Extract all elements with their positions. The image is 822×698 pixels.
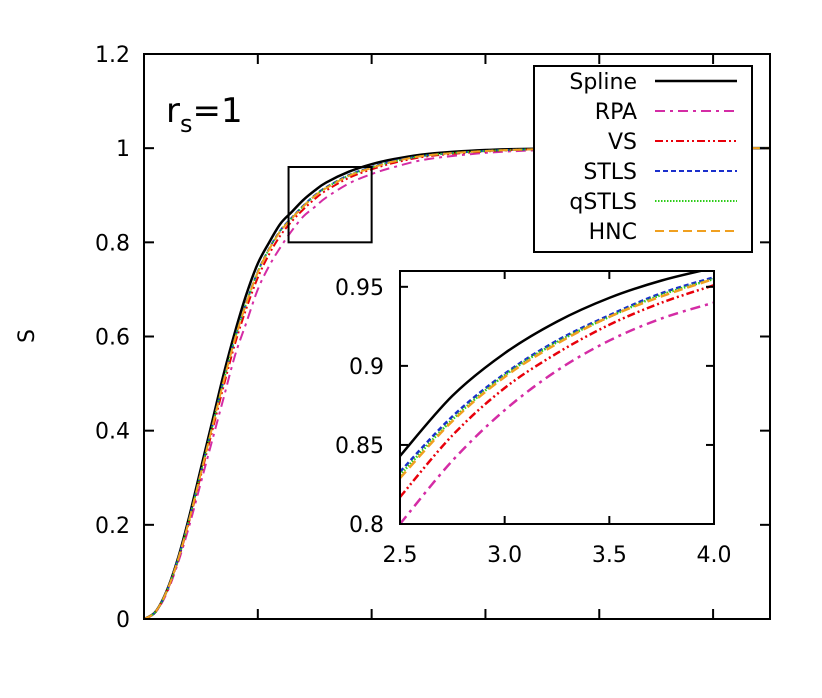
main-axis-ticks: 0 0.2 0.4 0.6 0.8 1 1.2 (95, 43, 770, 633)
main-series-rpa (143, 147, 770, 620)
main-series-group (143, 146, 770, 621)
inset-series-vs (400, 284, 714, 498)
y-tick-label: 1.2 (95, 43, 130, 68)
y-tick-label: 0.6 (95, 326, 130, 351)
inset-series-group (400, 271, 714, 524)
inset-series-hnc (400, 277, 714, 479)
inset-series-rpa (400, 301, 714, 524)
inset-frame (399, 270, 715, 525)
y-axis-label: S (15, 329, 40, 343)
y-tick-label: 0.4 (95, 420, 130, 445)
main-plot: 0 0.2 0.4 0.6 0.8 1 1.2 (95, 43, 771, 633)
legend-label-rpa: RPA (595, 100, 637, 125)
rs-annotation-sub: s (180, 110, 193, 138)
main-series-hnc (143, 147, 770, 620)
inset-series-stls (400, 276, 714, 473)
legend: Spline RPA VS STLS qSTLS HNC (533, 65, 753, 253)
inset-y-tick-label: 0.95 (335, 276, 384, 301)
inset-x-tick-label: 4.0 (697, 543, 732, 568)
legend-label-hnc: HNC (589, 220, 637, 245)
rs-annotation-base: r (166, 91, 180, 131)
legend-label-qstls: qSTLS (569, 190, 637, 215)
zoom-box (287, 166, 373, 244)
inset-x-tick-label: 3.0 (487, 543, 522, 568)
inset-background (400, 271, 714, 524)
inset-x-tick-label: 3.5 (592, 543, 627, 568)
legend-box (533, 65, 753, 253)
inset-series-spline (400, 271, 706, 457)
inset-y-tick-label: 0.9 (349, 355, 384, 380)
legend-items: Spline RPA VS STLS qSTLS HNC (569, 70, 737, 245)
rs-annotation-rest: =1 (193, 91, 243, 131)
inset-x-tick-label: 2.5 (383, 543, 418, 568)
y-tick-label: 0.8 (95, 231, 130, 256)
inset-y-tick-label: 0.85 (335, 434, 384, 459)
y-tick-label: 0.2 (95, 514, 130, 539)
legend-label-stls: STLS (583, 160, 637, 185)
main-plot-frame (143, 53, 771, 620)
inset-plot: 0.8 0.85 0.9 0.95 2.5 3.0 3.5 4.0 (335, 270, 732, 568)
y-tick-label: 0 (116, 608, 130, 633)
rs-annotation: rs=1 (166, 91, 243, 138)
y-tick-label: 1 (116, 137, 130, 162)
legend-label-spline: Spline (569, 70, 637, 95)
legend-label-vs: VS (608, 130, 637, 155)
inset-y-tick-label: 0.8 (349, 513, 384, 538)
